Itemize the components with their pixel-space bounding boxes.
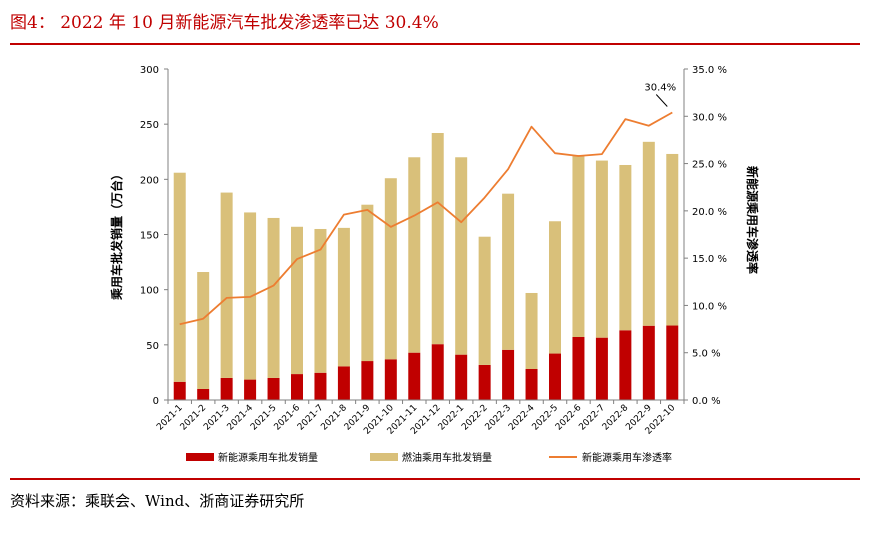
fuel-sales-bar <box>291 226 303 375</box>
fuel-sales-bar <box>337 227 350 367</box>
line-layer <box>179 111 673 326</box>
source-rule <box>10 478 860 480</box>
legend-label-nev: 新能源乘用车批发销量 <box>218 451 318 464</box>
nev-sales-bar <box>666 325 679 400</box>
nev-sales-bar <box>173 381 186 400</box>
fuel-sales-bar <box>361 204 374 362</box>
nev-sales-bar <box>220 377 233 400</box>
legend-swatch-nev <box>186 453 214 461</box>
penetration-line <box>179 111 673 326</box>
nev-sales-bar <box>502 349 515 400</box>
fuel-sales-bar <box>267 217 280 378</box>
fuel-sales-bar <box>384 178 397 360</box>
nev-sales-bar <box>291 374 303 400</box>
legend-label-line: 新能源乘用车渗透率 <box>582 451 672 464</box>
fuel-sales-bar <box>220 192 233 378</box>
fuel-sales-bar <box>173 172 186 382</box>
title-rule <box>10 43 860 45</box>
fuel-sales-bar <box>642 141 655 326</box>
annotation-label: 30.4% <box>644 83 676 94</box>
fuel-sales-bar <box>431 132 444 345</box>
fuel-sales-bar <box>408 157 421 353</box>
y2-tick-label: 15.0 % <box>692 254 727 265</box>
y-tick-label: 300 <box>140 65 159 76</box>
fuel-sales-bar <box>595 160 608 338</box>
y-tick-label: 50 <box>146 341 159 352</box>
y2-tick-label: 30.0 % <box>692 112 727 123</box>
y2-tick-label: 5.0 % <box>692 349 721 360</box>
y-tick-label: 100 <box>140 286 159 297</box>
nev-sales-bar <box>525 368 538 400</box>
nev-sales-bar <box>384 359 397 400</box>
nev-sales-bar <box>455 354 468 400</box>
nev-sales-bar <box>314 372 327 400</box>
fuel-sales-bar <box>478 236 491 365</box>
fuel-sales-bar <box>197 272 210 389</box>
nev-sales-bar <box>549 353 561 400</box>
nev-sales-bar <box>619 330 632 400</box>
y2-tick-label: 20.0 % <box>692 207 727 218</box>
nev-sales-bar <box>642 325 655 400</box>
fuel-sales-bar <box>502 193 515 350</box>
legend-swatch-fuel <box>370 453 398 461</box>
source-note: 资料来源：乘联会、Wind、浙商证券研究所 <box>10 492 305 510</box>
fuel-sales-bar <box>549 221 561 354</box>
nev-sales-bar <box>337 366 350 400</box>
fuel-sales-bar <box>314 228 327 373</box>
y2-tick-label: 35.0 % <box>692 65 727 76</box>
legend-label-fuel: 燃油乘用车批发销量 <box>402 451 492 464</box>
fuel-sales-bar <box>572 155 585 337</box>
fuel-sales-bar <box>455 157 468 355</box>
y2-tick-label: 10.0 % <box>692 301 727 312</box>
y2-tick-label: 0.0 % <box>692 396 721 407</box>
y-tick-label: 250 <box>140 120 159 131</box>
y2-tick-label: 25.0 % <box>692 160 727 171</box>
y-tick-label: 200 <box>140 175 159 186</box>
nev-sales-bar <box>244 379 257 400</box>
annotation-leader <box>655 94 668 107</box>
nev-sales-bar <box>361 361 374 400</box>
nev-sales-bar <box>431 344 444 400</box>
y-tick-label: 0 <box>153 396 159 407</box>
figure-title: 图4： 2022 年 10 月新能源汽车批发渗透率已达 30.4% <box>10 13 439 33</box>
y-axis-title: 乘用车批发销量（万台） <box>109 168 124 301</box>
nev-sales-bar <box>478 364 491 400</box>
fuel-sales-bar <box>525 292 538 369</box>
bars-layer <box>173 132 679 400</box>
nev-sales-bar <box>595 337 608 400</box>
nev-sales-bar <box>408 352 421 400</box>
nev-sales-bar <box>572 336 585 400</box>
fuel-sales-bar <box>619 164 632 331</box>
fuel-sales-bar <box>666 153 679 326</box>
y-tick-label: 150 <box>140 231 159 242</box>
y2-axis-title: 新能源乘用车渗透率 <box>745 166 760 274</box>
annotation-layer: 30.4% <box>644 83 676 107</box>
nev-sales-bar <box>197 388 210 400</box>
legend: 新能源乘用车批发销量 燃油乘用车批发销量 新能源乘用车渗透率 <box>186 451 672 464</box>
nev-sales-bar <box>267 377 280 400</box>
